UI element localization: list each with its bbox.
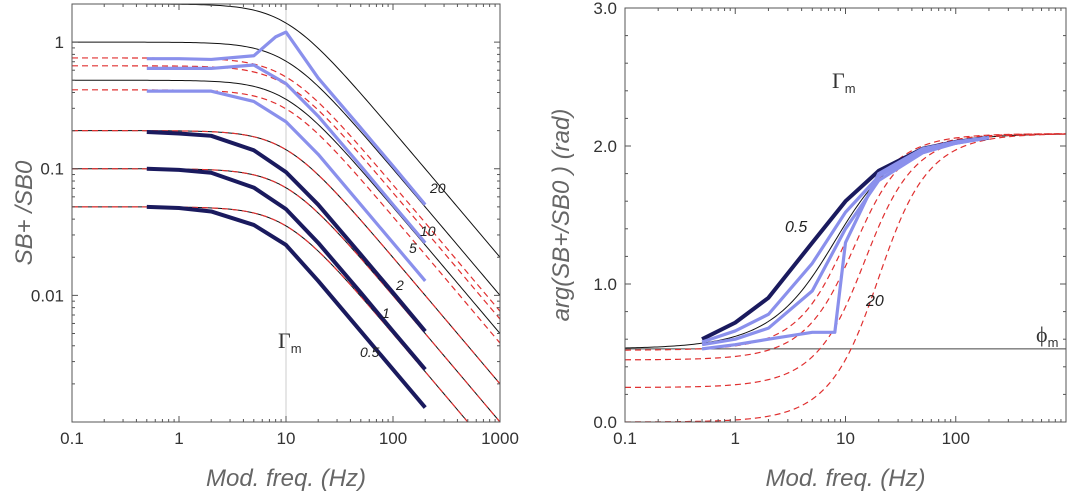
phase-curve-label-0.5: 0.5 bbox=[785, 219, 807, 236]
x-tick-label: 0.1 bbox=[60, 429, 84, 448]
model-curve-2 bbox=[72, 130, 500, 385]
phase-model-curve-2 bbox=[625, 133, 1066, 389]
x-tick-label: 100 bbox=[379, 429, 407, 448]
phase-gamma-m-subscript: m bbox=[845, 81, 856, 96]
phase-x-tick-label: 10 bbox=[836, 429, 855, 448]
curve-label-10: 10 bbox=[420, 223, 436, 239]
y-tick-label: 0.1 bbox=[40, 160, 64, 179]
phase-series-line-20 bbox=[701, 136, 990, 351]
left-chart: 0.1 1 10 100 1000 0.01 0.1 1 Mod. freq. (Hz) SB+ … bbox=[11, 3, 519, 492]
model-curve-1 bbox=[72, 168, 500, 422]
phase-y-tick-label: 3.0 bbox=[593, 0, 617, 18]
phase-model-curve-1 bbox=[625, 133, 1066, 361]
phase-y-tick-label: 2.0 bbox=[593, 137, 617, 156]
model-curve-5 bbox=[72, 57, 500, 312]
series-line-5 bbox=[146, 89, 427, 282]
gamma-m-subscript: m bbox=[291, 341, 302, 356]
right-chart: 0.1 1 10 100 0.0 1.0 2.0 3.0 Mod. freq. (Hz) arg(… bbox=[548, 0, 1067, 492]
phase-series-line-0.5 bbox=[701, 135, 990, 341]
phase-x-axis-title: Mod. freq. (Hz) bbox=[765, 465, 925, 492]
phase-x-tick-label: 100 bbox=[942, 429, 970, 448]
series-line-0.5 bbox=[146, 204, 427, 409]
theory-curve-4 bbox=[72, 41, 500, 296]
phase-theory-curve bbox=[625, 133, 1066, 349]
phase-y-tick-label: 1.0 bbox=[593, 275, 617, 294]
y-axis-title: SB+ /SB0 bbox=[11, 160, 38, 265]
x-tick-label: 10 bbox=[277, 429, 296, 448]
phase-series-line-5 bbox=[701, 136, 990, 347]
curve-label-2: 2 bbox=[395, 277, 404, 293]
phase-y-axis-title: arg(SB+/SB0 ) (rad) bbox=[548, 109, 575, 322]
x-tick-label: 1 bbox=[174, 429, 183, 448]
model-curve-4 bbox=[72, 65, 500, 320]
left-plot-area bbox=[72, 4, 500, 422]
phase-y-tick-label: 0.0 bbox=[593, 413, 617, 432]
x-axis-title: Mod. freq. (Hz) bbox=[206, 465, 366, 492]
phase-gamma-m-annotation: Γm bbox=[832, 68, 856, 96]
right-plot-area bbox=[625, 133, 1066, 422]
series-line-2 bbox=[146, 130, 427, 333]
theory-curve-3 bbox=[72, 79, 500, 334]
y-tick-label: 0.01 bbox=[31, 286, 64, 305]
model-curve-3 bbox=[72, 89, 500, 344]
series-line-20 bbox=[146, 30, 427, 206]
phi-m-subscript: m bbox=[1048, 335, 1059, 350]
phi-m-annotation: ϕm bbox=[1036, 322, 1058, 350]
curve-label-20: 20 bbox=[429, 180, 446, 196]
model-curve-0 bbox=[72, 206, 469, 422]
series-line-10 bbox=[146, 63, 427, 244]
phase-curve-label-20: 20 bbox=[865, 293, 884, 310]
phase-model-curve-3 bbox=[625, 133, 1066, 422]
curve-label-5: 5 bbox=[409, 240, 417, 256]
y-tick-label: 1 bbox=[55, 33, 64, 52]
curve-label-1: 1 bbox=[382, 305, 390, 321]
phase-x-tick-label: 1 bbox=[731, 429, 740, 448]
curve-label-0.5: 0.5 bbox=[360, 344, 380, 360]
series-line-1 bbox=[146, 166, 427, 371]
phase-x-tick-label: 0.1 bbox=[613, 429, 637, 448]
gamma-m-annotation: Γm bbox=[278, 328, 302, 356]
x-tick-label: 1000 bbox=[481, 429, 519, 448]
